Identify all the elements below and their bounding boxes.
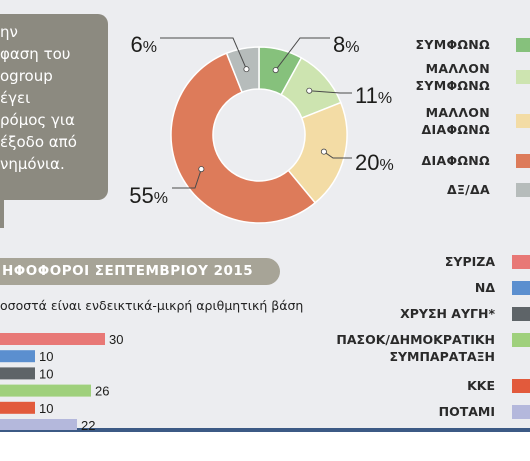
donut-legend-label: ΜΑΛΛΟΝ ΣΥΜΦΩΝΩ bbox=[416, 60, 490, 94]
legend-swatch bbox=[516, 114, 530, 128]
legend-label-line: ΣΥΜΠΑΡΑΤΑΞΗ bbox=[389, 349, 495, 364]
bar-chart: 30 10 10 26 10 22 bbox=[0, 332, 123, 430]
legend-swatch bbox=[516, 37, 530, 52]
slice-label: 8% bbox=[333, 32, 359, 57]
legend-swatch bbox=[516, 182, 530, 197]
leader-dot bbox=[243, 66, 250, 73]
callout-line: φαση του bbox=[0, 45, 71, 63]
legend-swatch bbox=[512, 378, 530, 393]
bar-value-label: 26 bbox=[95, 384, 109, 399]
legend-swatch bbox=[512, 254, 530, 269]
leader-dot bbox=[306, 87, 313, 94]
donut-slice bbox=[170, 52, 317, 224]
donut-chart: 8% 11% 20% 55% 6% bbox=[129, 32, 394, 224]
party-legend-label: ΧΡΥΣΗ ΑΥΓΗ* bbox=[400, 305, 495, 322]
party-legend-label: ΠΟΤΑΜΙ bbox=[439, 403, 495, 420]
slice-label: 11% bbox=[355, 83, 392, 108]
bar-value-label: 10 bbox=[39, 401, 53, 416]
party-legend-label: ΚΚΕ bbox=[467, 377, 495, 394]
legend-label-line: ΣΥΜΦΩΝΩ bbox=[415, 37, 490, 52]
legend-swatch bbox=[516, 153, 530, 168]
leader-dot bbox=[320, 148, 327, 155]
legend-swatch bbox=[512, 280, 530, 295]
leader-dot bbox=[198, 166, 205, 173]
legend-swatch bbox=[512, 404, 530, 419]
donut-legend-label: ΔΙΑΦΩΝΩ bbox=[422, 152, 490, 169]
callout-tail bbox=[0, 200, 4, 228]
leader-line bbox=[172, 168, 202, 189]
bar-value-label: 10 bbox=[39, 349, 53, 364]
bar-value-label: 30 bbox=[109, 332, 123, 347]
party-legend-label: ΣΥΡΙΖΑ bbox=[445, 253, 495, 270]
legend-label-line: ΝΔ bbox=[474, 280, 495, 295]
bottom-border bbox=[0, 428, 530, 432]
legend-label-line: ΣΥΡΙΖΑ bbox=[444, 254, 495, 269]
voters-section-title: ΗΦΟΦΟΡΟΙ ΣΕΠΤΕΜΒΡΙΟΥ 2015 bbox=[0, 258, 280, 285]
callout-line: ην bbox=[0, 23, 18, 41]
sample-note: οσοστά είναι ενδεικτικά-μικρή αριθμητική… bbox=[0, 298, 304, 313]
leader-dot bbox=[272, 67, 279, 74]
legend-label-line: ΠΑΣΟΚ/ΔΗΜΟΚΡΑΤΙΚΗ bbox=[336, 332, 495, 347]
legend-swatch bbox=[512, 332, 530, 347]
callout-line: έξοδο από bbox=[0, 133, 77, 151]
legend-label-line: ΠΟΤΑΜΙ bbox=[438, 404, 495, 419]
bar bbox=[0, 401, 35, 414]
leader-line bbox=[309, 90, 352, 94]
quote-callout: ην φαση του ogroup έγει ρόμος για έξοδο … bbox=[0, 14, 108, 200]
callout-line: έγει bbox=[0, 89, 31, 107]
donut-legend-label: ΜΑΛΛΟΝ ΔΙΑΦΩΝΩ bbox=[422, 104, 490, 138]
bar-value-label: 10 bbox=[39, 366, 53, 381]
slice-label: 6% bbox=[131, 32, 157, 57]
legend-label-line: ΔΙΑΦΩΝΩ bbox=[421, 153, 490, 168]
legend-label-line: ΜΑΛΛΟΝ bbox=[425, 105, 490, 120]
leader-line bbox=[160, 37, 247, 70]
leader-line bbox=[323, 151, 352, 159]
callout-line: ogroup bbox=[0, 67, 53, 85]
legend-label-line: ΔΙΑΦΩΝΩ bbox=[421, 122, 490, 137]
legend-swatch bbox=[512, 306, 530, 321]
legend-label-line: ΣΥΜΦΩΝΩ bbox=[415, 78, 490, 93]
donut-legend-label: ΣΥΜΦΩΝΩ bbox=[416, 36, 490, 53]
slice-label: 55% bbox=[129, 183, 168, 208]
leader-line bbox=[275, 37, 330, 71]
legend-label-line: ΧΡΥΣΗ ΑΥΓΗ* bbox=[400, 306, 495, 321]
legend-label-line: ΚΚΕ bbox=[467, 378, 495, 393]
bar bbox=[0, 367, 35, 380]
legend-label-line: ΜΑΛΛΟΝ bbox=[425, 61, 490, 76]
callout-line: νημόνια. bbox=[0, 155, 65, 173]
bar bbox=[0, 419, 77, 430]
bar-value-label: 22 bbox=[81, 418, 95, 430]
donut-slice bbox=[225, 46, 260, 94]
party-legend-label: ΠΑΣΟΚ/ΔΗΜΟΚΡΑΤΙΚΗ ΣΥΜΠΑΡΑΤΑΞΗ bbox=[336, 331, 495, 365]
slice-label: 20% bbox=[355, 150, 394, 175]
donut-legend-label: ΔΞ/ΔΑ bbox=[447, 181, 490, 198]
bar bbox=[0, 350, 35, 363]
bar bbox=[0, 333, 105, 345]
bar bbox=[0, 384, 91, 397]
legend-label-line: ΔΞ/ΔΑ bbox=[447, 182, 490, 197]
callout-line: ρόμος για bbox=[0, 111, 75, 129]
party-legend-label: ΝΔ bbox=[475, 279, 495, 296]
legend-swatch bbox=[516, 70, 530, 84]
